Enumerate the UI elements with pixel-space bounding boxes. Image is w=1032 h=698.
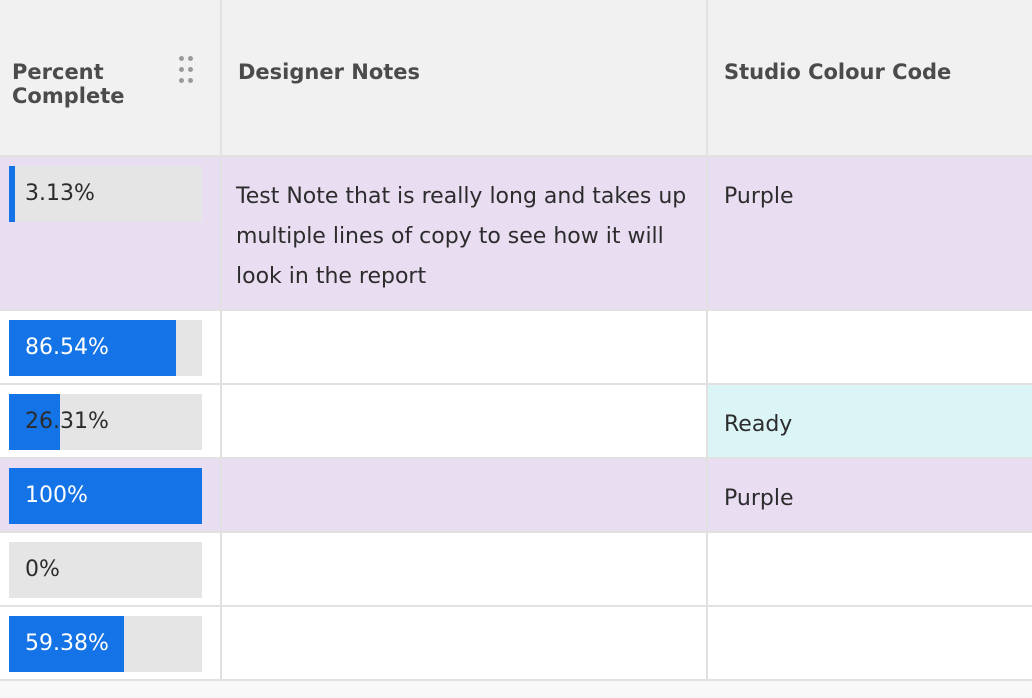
- progress-bar: 100%: [9, 468, 202, 524]
- table-row[interactable]: 26.31% Ready: [0, 385, 1032, 459]
- column-header-studio-colour-code[interactable]: Studio Colour Code: [708, 0, 1032, 155]
- designer-notes-cell[interactable]: [222, 385, 708, 457]
- studio-colour-code-cell[interactable]: [708, 533, 1032, 605]
- studio-colour-code-text: Purple: [724, 486, 794, 511]
- progress-bar: 3.13%: [9, 166, 202, 222]
- column-header-designer-notes[interactable]: Designer Notes: [222, 0, 708, 155]
- percent-complete-cell: 100%: [0, 459, 222, 531]
- studio-colour-code-text: Purple: [724, 184, 794, 209]
- progress-fill: [9, 468, 202, 524]
- column-header-label: Designer Notes: [238, 60, 421, 84]
- studio-colour-code-cell[interactable]: Purple: [708, 157, 1032, 309]
- studio-colour-code-text: [708, 311, 1032, 331]
- table-body: 3.13% Test Note that is really long and …: [0, 157, 1032, 681]
- drag-handle-icon[interactable]: [179, 56, 193, 84]
- studio-colour-code-cell[interactable]: Purple: [708, 459, 1032, 531]
- progress-label: 26.31%: [25, 409, 109, 434]
- designer-notes-text: [222, 459, 706, 479]
- progress-fill: [9, 394, 60, 450]
- percent-complete-cell: 3.13%: [0, 157, 222, 309]
- designer-notes-cell[interactable]: [222, 533, 708, 605]
- progress-fill: [9, 616, 124, 672]
- studio-colour-code-text: Ready: [724, 412, 793, 437]
- studio-colour-code-cell[interactable]: Ready: [708, 385, 1032, 457]
- percent-complete-cell: 0%: [0, 533, 222, 605]
- progress-label: 3.13%: [25, 181, 95, 206]
- column-header-label: Studio Colour Code: [724, 60, 952, 84]
- percent-complete-cell: 86.54%: [0, 311, 222, 383]
- designer-notes-cell[interactable]: [222, 311, 708, 383]
- progress-label: 0%: [25, 557, 60, 582]
- studio-colour-code-cell[interactable]: [708, 311, 1032, 383]
- percent-complete-cell: 59.38%: [0, 607, 222, 679]
- studio-colour-code-text: [708, 607, 1032, 627]
- table-row[interactable]: 3.13% Test Note that is really long and …: [0, 157, 1032, 311]
- studio-colour-code-cell[interactable]: [708, 607, 1032, 679]
- designer-notes-cell[interactable]: [222, 607, 708, 679]
- column-header-percent-complete[interactable]: Percent Complete: [0, 0, 222, 155]
- table-row[interactable]: 100% Purple: [0, 459, 1032, 533]
- progress-bar: 59.38%: [9, 616, 202, 672]
- table-row[interactable]: 0%: [0, 533, 1032, 607]
- progress-fill: [9, 320, 177, 376]
- progress-bar: 86.54%: [9, 320, 202, 376]
- column-header-label: Percent Complete: [12, 60, 125, 108]
- designer-notes-text: [222, 311, 706, 331]
- progress-fill: [9, 166, 16, 222]
- designer-notes-cell[interactable]: Test Note that is really long and takes …: [222, 157, 708, 309]
- designer-notes-text: [222, 607, 706, 627]
- percent-complete-cell: 26.31%: [0, 385, 222, 457]
- studio-colour-code-text: [708, 533, 1032, 553]
- progress-bar: 26.31%: [9, 394, 202, 450]
- progress-label: 100%: [25, 483, 88, 508]
- designer-notes-cell[interactable]: [222, 459, 708, 531]
- table-header: Percent Complete Designer Notes Studio C…: [0, 0, 1032, 157]
- progress-bar: 0%: [9, 542, 202, 598]
- designer-notes-text: [222, 533, 706, 553]
- progress-label: 86.54%: [25, 335, 109, 360]
- table-row[interactable]: 86.54%: [0, 311, 1032, 385]
- progress-label: 59.38%: [25, 631, 109, 656]
- designer-notes-text: Test Note that is really long and takes …: [236, 184, 687, 289]
- table-row[interactable]: 59.38%: [0, 607, 1032, 681]
- designer-notes-text: [222, 385, 706, 405]
- report-table: Percent Complete Designer Notes Studio C…: [0, 0, 1032, 681]
